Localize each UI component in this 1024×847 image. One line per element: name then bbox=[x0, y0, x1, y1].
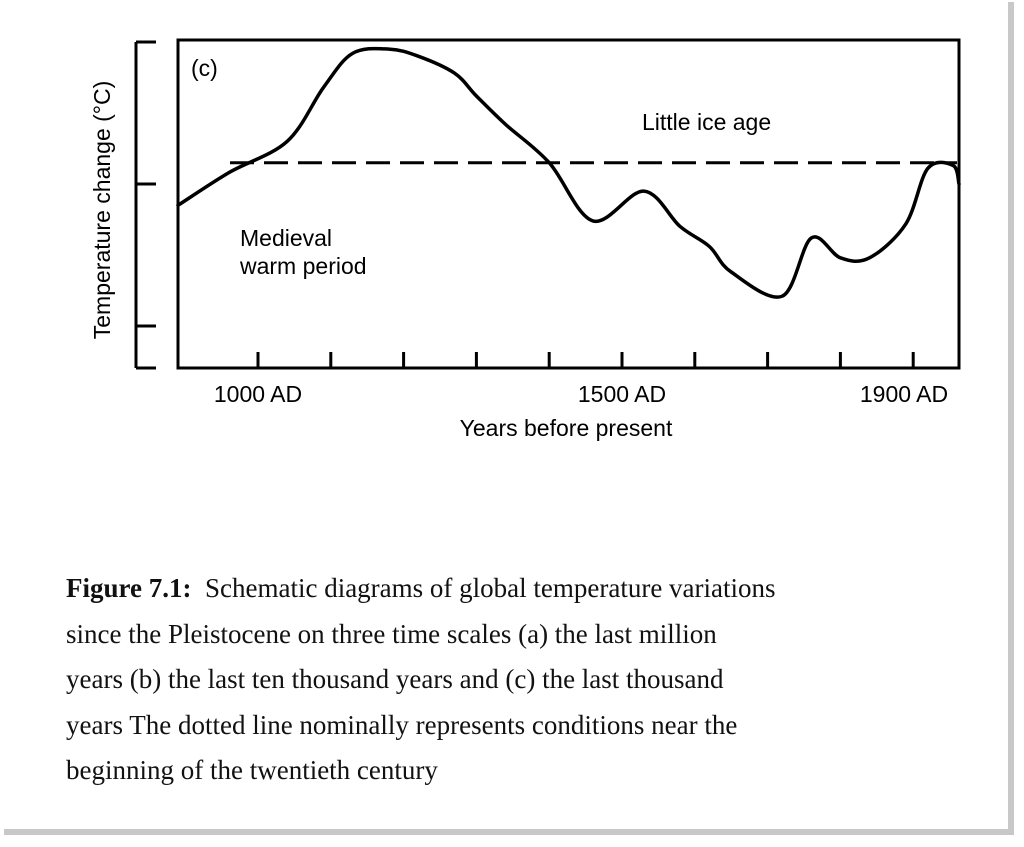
x-ticks bbox=[256, 352, 915, 368]
figure-caption: Figure 7.1: Schematic diagrams of global… bbox=[66, 566, 966, 794]
caption-label: Figure 7.1: bbox=[66, 573, 192, 603]
caption-line-1: Figure 7.1: Schematic diagrams of global… bbox=[66, 566, 966, 612]
annotation-medieval-line2: warm period bbox=[239, 253, 367, 279]
page-frame bbox=[4, 2, 1014, 835]
caption-line-3: years (b) the last ten thousand years an… bbox=[66, 664, 724, 694]
x-tick-label-1900: 1900 AD bbox=[860, 381, 948, 407]
annotation-little-ice-age: Little ice age bbox=[642, 109, 771, 135]
panel-label: (c) bbox=[191, 55, 218, 81]
annotation-medieval-line1: Medieval bbox=[240, 225, 332, 251]
caption-text-1: Schematic diagrams of global temperature… bbox=[204, 573, 776, 603]
caption-line-2: since the Pleistocene on three time scal… bbox=[66, 618, 717, 649]
x-tick-label-1500: 1500 AD bbox=[578, 381, 666, 407]
caption-line-5: beginning of the twentieth century bbox=[66, 755, 438, 785]
plot-frame bbox=[176, 38, 961, 370]
caption-line-4: years The dotted line nominally represen… bbox=[66, 709, 738, 740]
y-ticks bbox=[136, 40, 156, 370]
x-axis-title: Years before present bbox=[460, 415, 673, 441]
temperature-chart: (c) Little ice age Medieval warm period … bbox=[89, 38, 961, 441]
temperature-curve bbox=[176, 46, 961, 299]
y-axis-title: Temperature change (°C) bbox=[89, 81, 115, 339]
x-tick-label-1000: 1000 AD bbox=[214, 381, 302, 407]
